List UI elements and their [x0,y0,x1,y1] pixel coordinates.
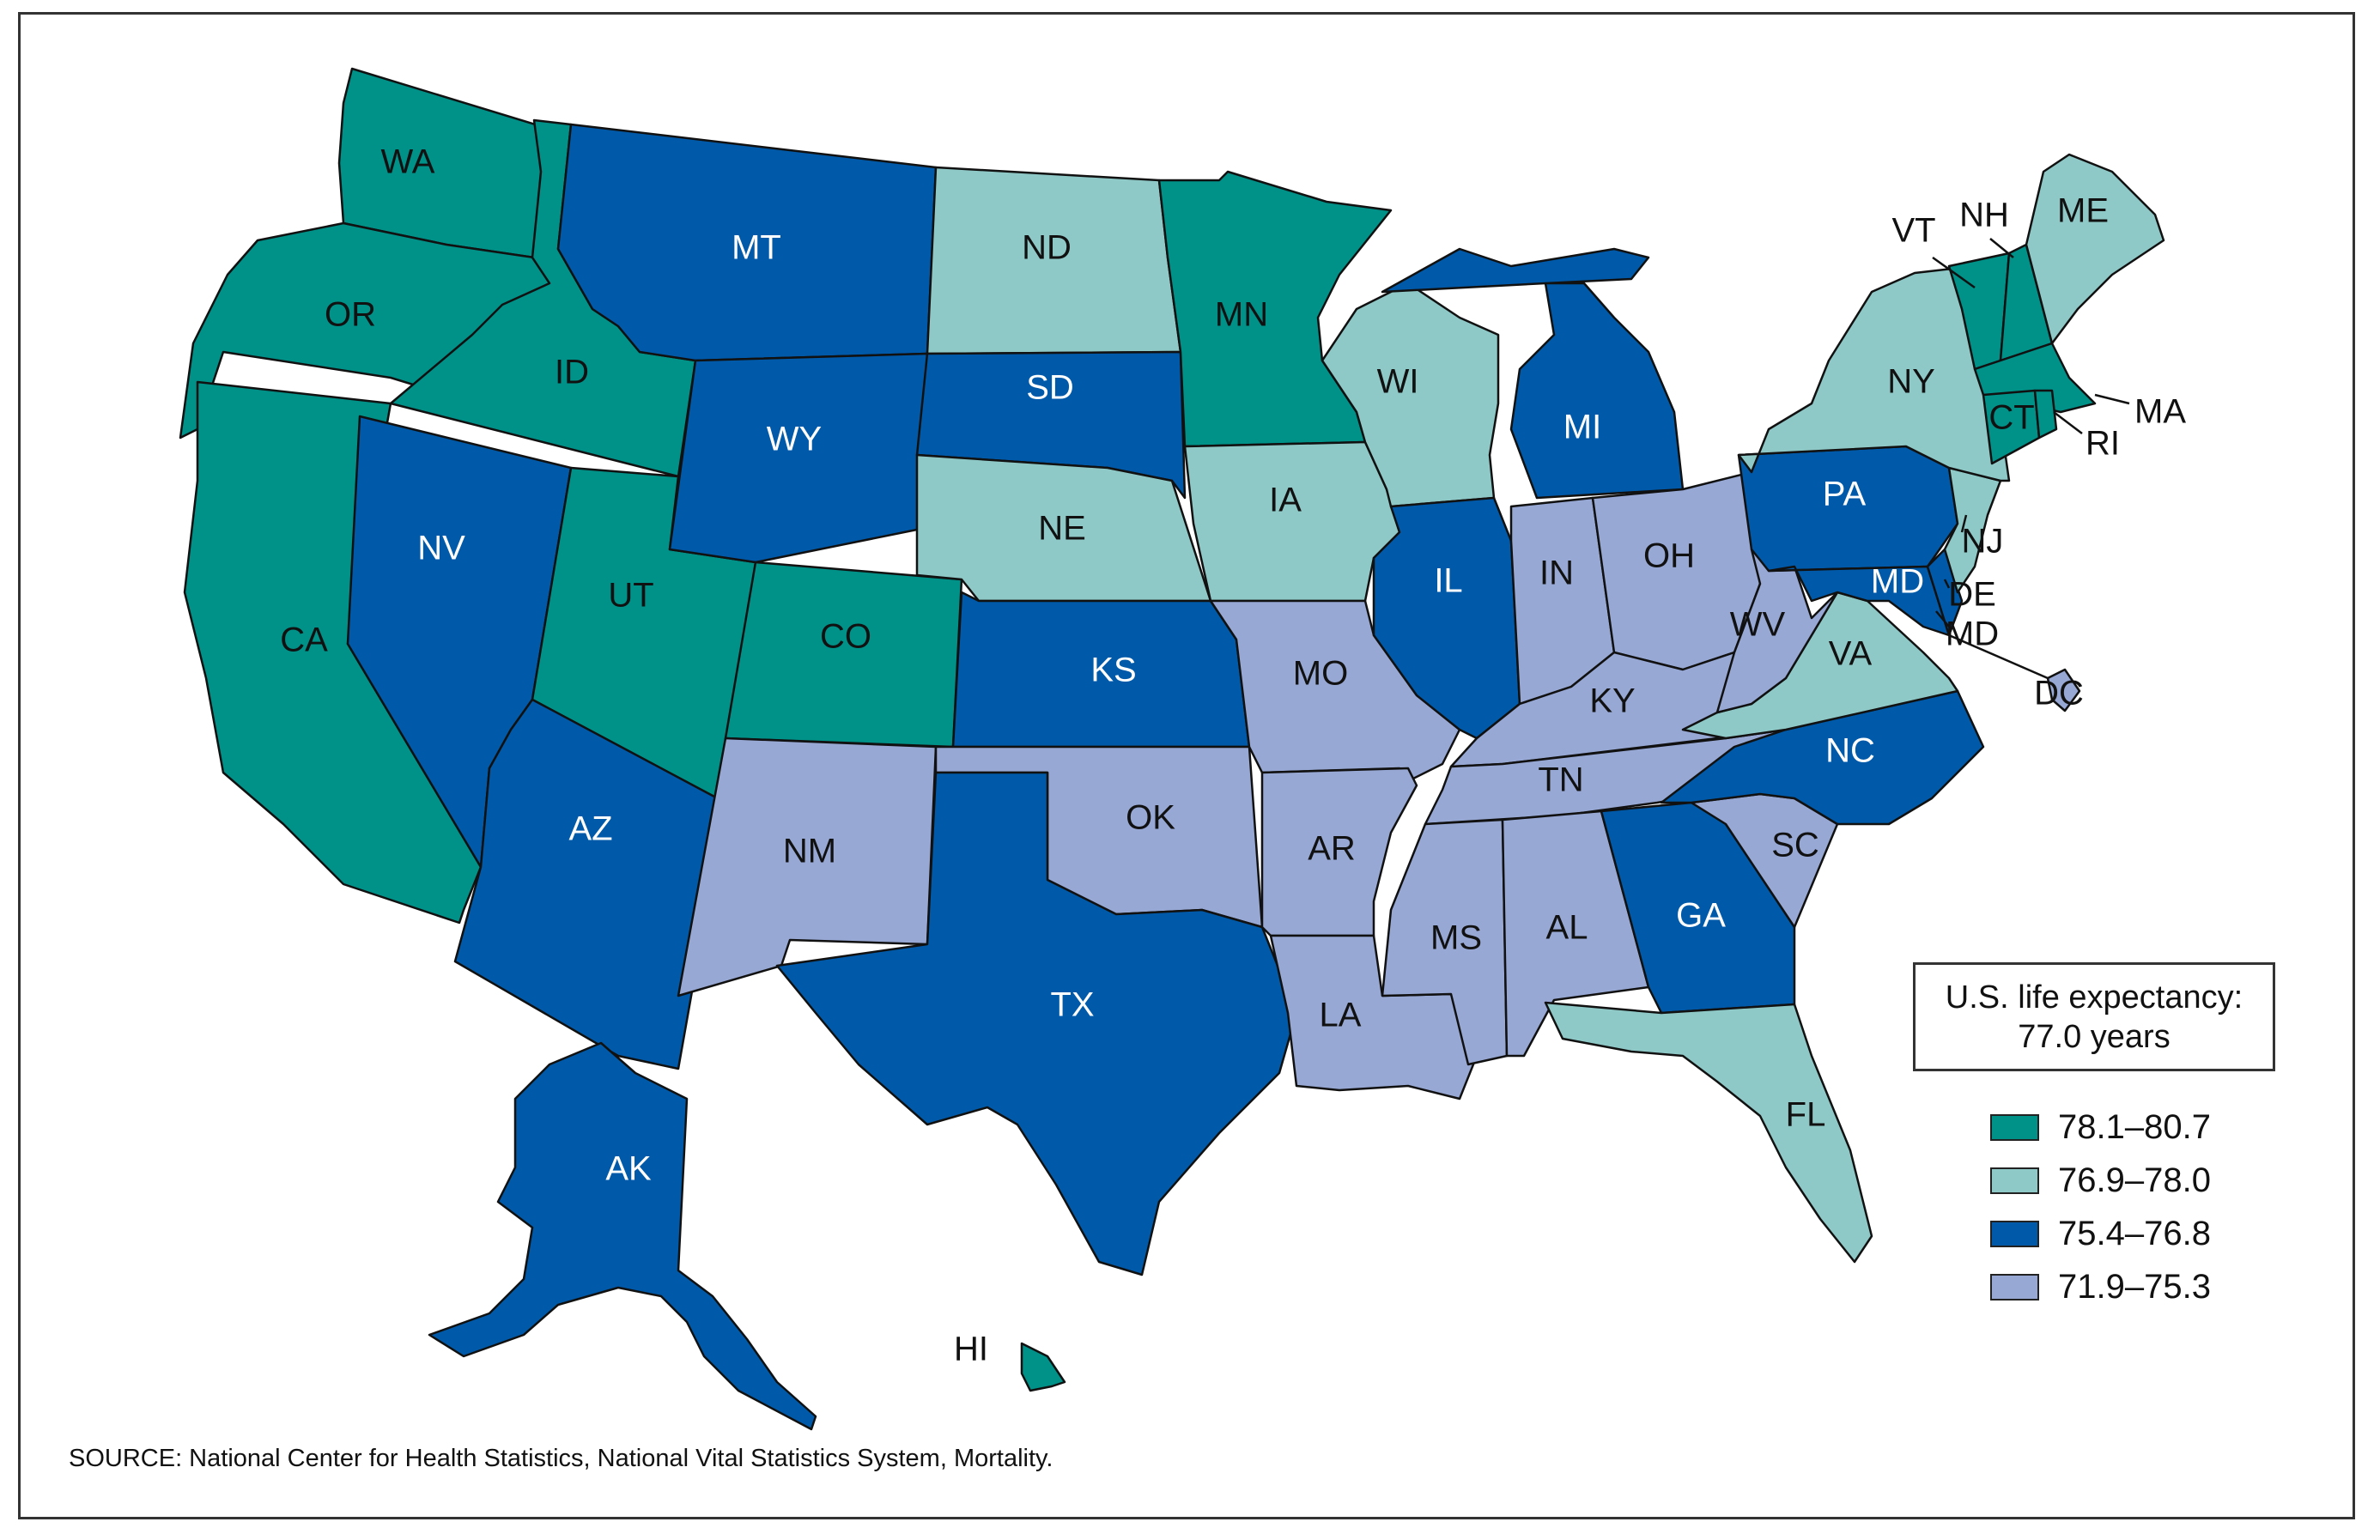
summary-line-1: U.S. life expectancy: [1945,979,2243,1016]
state-wy [668,352,929,564]
state-label-ms: MS [1430,919,1482,957]
label-layer: WA OR CA ID NV UT AZ MT WY CO NM ND SD NE KS OK TX MN IA MO… [280,143,2186,1368]
state-label-nm: NM [783,833,836,870]
legend-swatch [1990,1273,2039,1301]
legend-range: 75.4–76.8 [2058,1214,2211,1252]
state-label-ak: AK [605,1150,652,1188]
state-label-id: ID [555,354,589,391]
state-dc [2046,668,2081,712]
legend-range: 76.9–78.0 [2058,1161,2211,1199]
state-label-ga: GA [1676,897,1726,935]
state-label-nd: ND [1022,229,1072,267]
state-fl [1544,1001,1873,1264]
state-label-ia: IA [1269,482,1302,519]
state-label-wy: WY [767,421,822,458]
state-label-va: VA [1829,635,1873,673]
callout-layer [1932,238,2130,680]
callout-label-nj: NJ [1962,523,2004,561]
legend-item: 76.9–78.0 [1990,1154,2211,1207]
state-label-az: AZ [568,810,612,848]
state-wv [1715,548,1839,714]
state-de [1926,548,1964,637]
callout-line-ri [2053,411,2083,434]
callout-line-vt [1932,256,1976,289]
state-label-mi: MI [1563,409,1601,446]
state-label-ks: KS [1090,652,1136,689]
legend: 78.1–80.7 76.9–78.0 75.4–76.8 71.9–75.3 [1990,1100,2211,1313]
state-ak [428,1041,817,1431]
callout-label-nh: NH [1959,197,2009,234]
state-label-mn: MN [1215,296,1268,334]
state-label-il: IL [1434,562,1462,600]
state-label-ut: UT [608,577,653,615]
state-label-nc: NC [1825,732,1875,770]
state-label-co: CO [820,618,871,656]
state-label-mt: MT [732,229,781,267]
callout-label-dc: DC [2034,675,2084,712]
state-label-sc: SC [1771,827,1819,864]
state-label-md: MD [1871,563,1924,601]
source-note: SOURCE: National Center for Health Stati… [69,1445,1053,1472]
state-il [1372,496,1521,740]
legend-swatch [1990,1113,2039,1141]
callout-line-dc [1948,634,2049,680]
callout-label-vt: VT [1891,212,1935,250]
state-label-pa: PA [1823,476,1867,513]
state-label-me: ME [2057,192,2109,230]
state-la [1269,934,1478,1100]
state-ia [1183,440,1401,603]
state-label-sd: SD [1026,369,1074,407]
callout-line-ma [2094,393,2130,405]
national-summary-box: U.S. life expectancy: 77.0 years [1913,962,2275,1071]
state-label-hi: HI [954,1331,988,1368]
state-label-ar: AR [1308,830,1356,868]
state-mo [1209,599,1461,783]
callout-line-de [1943,579,1951,589]
state-label-tn: TN [1538,761,1583,799]
legend-item: 75.4–76.8 [1990,1207,2211,1260]
state-ar [1260,767,1418,937]
state-label-wa: WA [381,143,435,181]
callout-line-nj [1960,514,1968,533]
state-label-nv: NV [417,530,465,567]
callout-label-md: MD [1946,615,1999,653]
state-label-ct: CT [1988,399,2034,437]
legend-range: 71.9–75.3 [2058,1267,2211,1306]
state-nc [1660,689,1985,826]
state-label-ne: NE [1038,510,1086,548]
summary-line-2: 77.0 years [2018,1018,2171,1055]
state-label-fl: FL [1786,1096,1826,1134]
state-label-ca: CA [280,621,328,659]
state-me [2025,153,2165,345]
legend-range: 78.1–80.7 [2058,1107,2211,1146]
state-label-al: AL [1546,909,1588,947]
state-label-wi: WI [1377,363,1419,401]
callout-label-de: DE [1948,576,1996,614]
state-hi [1020,1342,1066,1392]
state-label-oh: OH [1643,537,1695,575]
state-mi [1381,247,1685,500]
state-ri [2033,389,2058,440]
state-nj [1943,466,2002,594]
legend-item: 78.1–80.7 [1990,1100,2211,1154]
state-tx [775,771,1298,1276]
callout-line-md [1935,610,1950,628]
state-label-or: OR [325,296,376,334]
callout-label-ma: MA [2134,393,2186,431]
legend-item: 71.9–75.3 [1990,1260,2211,1313]
legend-swatch [1990,1167,2039,1194]
states-layer [179,67,2165,1431]
callout-label-ri: RI [2086,425,2120,463]
legend-swatch [1990,1220,2039,1247]
state-label-wv: WV [1730,606,1786,644]
state-label-in: IN [1539,555,1574,592]
state-label-ky: KY [1589,682,1635,720]
state-label-la: LA [1320,997,1362,1034]
state-label-ny: NY [1887,363,1935,401]
state-label-mo: MO [1293,655,1348,693]
state-label-ok: OK [1126,799,1175,837]
callout-line-nh [1989,238,2014,258]
state-label-tx: TX [1050,986,1094,1024]
